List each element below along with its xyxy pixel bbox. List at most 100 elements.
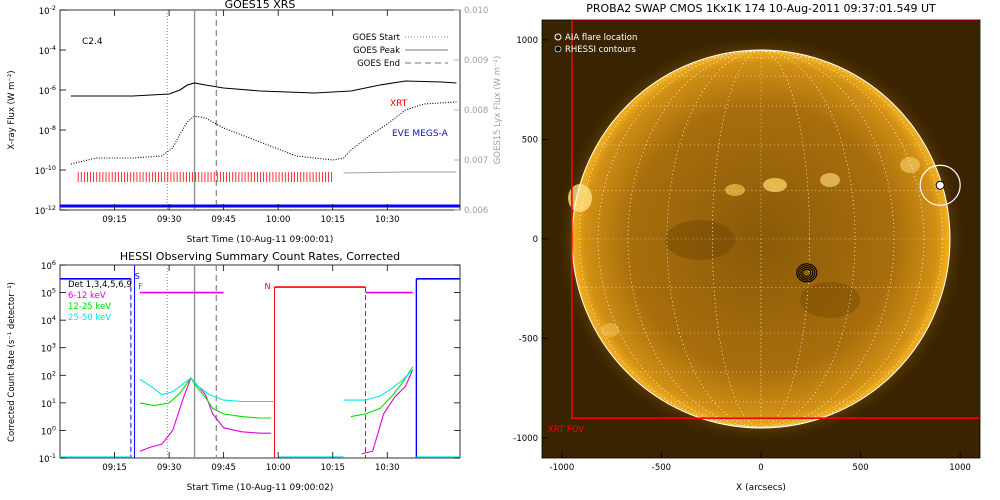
hessi-series-12-25-kev [139,377,271,419]
goes-x-axis-label: Start Time (10-Aug-11 09:00:01) [187,235,334,245]
swap-x-tick-label: 500 [852,463,868,473]
swap-x-tick-label: 1000 [949,463,971,473]
longitude-line [578,50,944,428]
rhessi-contour [796,263,818,283]
goes-right-y-tick-label: 0.010 [464,6,488,16]
hessi-panel: HESSI Observing Summary Count Rates, Cor… [7,250,461,493]
hessi-y-tick-label: 100 [41,424,56,437]
hessi-flag-label: S [135,272,140,281]
goes-series-goes-long [70,80,457,97]
goes-y-tick-label: 10-2 [39,4,56,17]
goes-right-y-tick-label: 0.009 [464,56,488,66]
longitude-line [597,50,925,428]
hessi-y-tick-label: 103 [41,342,56,355]
goes-right-y-axis-label: GOES15 Lyx Flux (W m⁻²) [493,56,503,165]
heliographic-grid [572,50,950,428]
goes-plot-frame [59,9,461,211]
legend-marker-filled [554,45,562,53]
goes-y-tick-label: 10-4 [39,44,56,57]
flare-contour [935,180,945,190]
swap-x-tick-label: -500 [652,463,671,473]
goes-x-tick-label: 09:15 [102,215,127,225]
hessi-x-tick-label: 09:45 [211,463,236,473]
goes-y-tick-label: 10-8 [39,124,56,137]
sun-active-regions [568,157,920,337]
swap-y-tick-label: 0 [533,235,538,245]
swap-legend-label: RHESSI contours [565,45,636,55]
goes-xrt-annotation: XRT [390,99,408,109]
hessi-series-25-50-kev [139,377,275,403]
aia-flare-location-marker [919,164,961,206]
swap-image-title: PROBA2 SWAP CMOS 1Kx1K 174 10-Aug-2011 0… [586,2,936,15]
swap-x-tick-label: 0 [758,463,763,473]
goes-right-y-tick-label: 0.007 [464,156,488,166]
swap-x-axis-label: X (arcsecs) [736,483,786,493]
hessi-y-axis-label: Corrected Count Rate (s⁻¹ detector⁻¹) [7,282,17,442]
xrt-fov-box [571,20,980,419]
hessi-flag-label: N [265,282,271,291]
hessi-y-tick-label: 101 [41,397,56,410]
swap-image-panel: PROBA2 SWAP CMOS 1Kx1K 174 10-Aug-2011 0… [513,2,981,493]
xrt-fov-label: XRT FOV [548,425,584,435]
goes-y-tick-label: 10-6 [39,84,56,97]
hessi-legend-label: 12-25 keV [68,302,111,312]
hessi-x-axis-label: Start Time (10-Aug-11 09:00:02) [187,483,334,493]
hessi-y-tick-label: 10-1 [39,452,56,465]
hessi-series-25-50-kev [343,369,414,401]
swap-y-tick-label: -1000 [513,434,538,444]
longitude-line [712,50,810,428]
goes-y-tick-label: 10-12 [35,204,56,217]
swap-y-tick-label: 500 [522,135,538,145]
hessi-y-tick-label: 106 [41,259,56,272]
goes-series-goes-short [70,101,457,165]
hessi-series-6-12-kev [139,376,271,452]
hessi-y-tick-label: 102 [41,369,56,382]
goes-legend: GOES Start GOES Peak GOES End [352,33,448,69]
hessi-legend-label: 6-12 keV [68,291,106,301]
hessi-x-tick-label: 10:30 [375,463,400,473]
goes-legend-label: GOES Peak [353,46,400,56]
goes-x-tick-label: 10:15 [320,215,345,225]
swap-legend: AIA flare location RHESSI contours [554,33,637,55]
hessi-series-6-12-kev [361,369,414,455]
rhessi-contour [798,265,816,281]
hessi-x-tick-label: 10:15 [320,463,345,473]
hessi-series-12-25-kev [350,366,414,418]
goes-x-tick-label: 09:45 [211,215,236,225]
goes-flare-class: C2.4 [82,37,103,47]
hessi-x-tick-label: 09:30 [157,463,182,473]
swap-y-tick-label: -500 [519,335,538,345]
swap-y-tick-label: 1000 [516,36,538,46]
hessi-y-tick-label: 105 [41,287,56,300]
goes-x-tick-label: 09:30 [157,215,182,225]
swap-legend-label: AIA flare location [565,33,637,43]
goes-chart-title: GOES15 XRS [225,0,296,11]
hessi-chart-title: HESSI Observing Summary Count Rates, Cor… [120,250,400,263]
goes-legend-label: GOES End [357,59,400,69]
legend-marker-open [554,33,562,41]
rhessi-contour [802,268,812,277]
hessi-x-tick-label: 09:15 [102,463,127,473]
goes-right-y-tick-label: 0.006 [464,206,488,216]
goes-right-y-tick-label: 0.008 [464,106,488,116]
hessi-plot-frame [59,264,461,459]
goes-xrs-panel: GOES15 XRS 09:15 09:30 09:45 10:00 10:15 10:3… [7,0,503,245]
hessi-legend-label: 25-50 keV [68,313,111,323]
goes-x-tick-label: 10:00 [266,215,291,225]
swap-x-tick-label: -1000 [550,463,575,473]
goes-series-eve-megs-a-lya [343,171,457,174]
hessi-flag-label: F [138,282,143,291]
xrt-observation-ticks [77,172,333,182]
hessi-x-tick-label: 10:00 [266,463,291,473]
goes-y-tick-label: 10-10 [35,164,56,177]
goes-x-tick-label: 10:30 [375,215,400,225]
rhessi-contour [800,266,814,279]
goes-legend-label: GOES Start [352,33,400,43]
hessi-legend-label: Det 1,3,4,5,6,9 [68,280,132,290]
longitude-line [627,50,895,428]
goes-y-axis-label: X-ray Flux (W m⁻²) [7,70,17,149]
hessi-y-tick-label: 104 [41,314,56,327]
goes-eve-annotation: EVE MEGS-A [392,129,449,139]
